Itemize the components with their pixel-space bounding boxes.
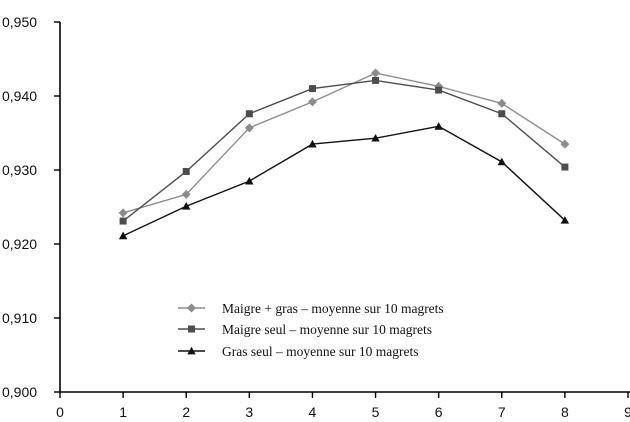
data-point-triangle xyxy=(434,122,443,130)
x-tick-label: 5 xyxy=(372,404,380,420)
y-tick-label: 0,950 xyxy=(2,14,37,30)
data-point-triangle xyxy=(245,176,254,185)
legend: Maigre + gras – moyenne sur 10 magrets Ma… xyxy=(178,301,444,359)
data-point-triangle xyxy=(371,133,380,142)
x-tick-label: 4 xyxy=(309,404,317,420)
series-line-square xyxy=(122,79,566,222)
data-point-square xyxy=(498,110,506,118)
legend-marker-square xyxy=(188,325,195,333)
y-axis-ticks: 0,900 0,910 0,920 0,930 0,940 0,950 xyxy=(2,14,60,400)
data-point-square xyxy=(245,110,253,118)
data-point-diamond xyxy=(371,68,381,78)
data-point-square xyxy=(435,86,443,94)
axes xyxy=(59,22,630,393)
data-point-square xyxy=(372,76,380,84)
data-point-diamond xyxy=(497,98,507,108)
data-point-diamond xyxy=(118,208,128,218)
legend-item-square: Maigre seul – moyenne sur 10 magrets xyxy=(178,322,432,337)
legend-item-triangle: Gras seul – moyenne sur 10 magrets xyxy=(178,344,418,359)
data-point-diamond xyxy=(307,97,317,107)
data-point-square xyxy=(119,217,127,225)
series-triangle xyxy=(118,122,570,240)
x-tick-label: 1 xyxy=(119,404,127,420)
x-tick-label: 9 xyxy=(624,404,630,420)
data-point-triangle xyxy=(560,216,570,224)
x-tick-label: 3 xyxy=(245,404,253,420)
legend-marker-diamond xyxy=(187,303,196,313)
series-line-triangle xyxy=(122,125,566,237)
data-point-square xyxy=(308,85,316,93)
x-tick-label: 7 xyxy=(498,404,506,420)
series-diamond xyxy=(118,68,570,218)
series-line-diamond xyxy=(122,72,566,214)
legend-label: Maigre seul – moyenne sur 10 magrets xyxy=(222,322,432,337)
x-tick-label: 8 xyxy=(561,404,569,420)
x-tick-label: 6 xyxy=(435,404,443,420)
data-point-square xyxy=(561,163,569,171)
legend-label: Maigre + gras – moyenne sur 10 magrets xyxy=(222,301,444,316)
legend-marker-triangle xyxy=(187,346,196,355)
y-tick-label: 0,920 xyxy=(2,236,37,252)
x-axis-ticks: 0 1 2 3 4 5 6 7 8 9 xyxy=(56,392,630,420)
data-point-diamond xyxy=(181,189,191,199)
data-point-triangle xyxy=(308,139,317,148)
data-point-square xyxy=(182,167,190,175)
data-point-diamond xyxy=(560,139,570,149)
y-tick-label: 0,900 xyxy=(2,384,37,400)
series-square xyxy=(119,76,569,225)
y-tick-label: 0,940 xyxy=(2,88,37,104)
legend-label: Gras seul – moyenne sur 10 magrets xyxy=(222,344,418,359)
legend-item-diamond: Maigre + gras – moyenne sur 10 magrets xyxy=(178,301,444,316)
data-point-diamond xyxy=(244,123,254,133)
data-point-triangle xyxy=(118,231,128,240)
series-layer xyxy=(118,68,570,240)
data-point-triangle xyxy=(182,202,191,210)
data-point-triangle xyxy=(497,157,506,166)
y-tick-label: 0,930 xyxy=(2,162,37,178)
x-tick-label: 0 xyxy=(56,404,64,420)
y-tick-label: 0,910 xyxy=(2,310,37,326)
x-tick-label: 2 xyxy=(182,404,190,420)
